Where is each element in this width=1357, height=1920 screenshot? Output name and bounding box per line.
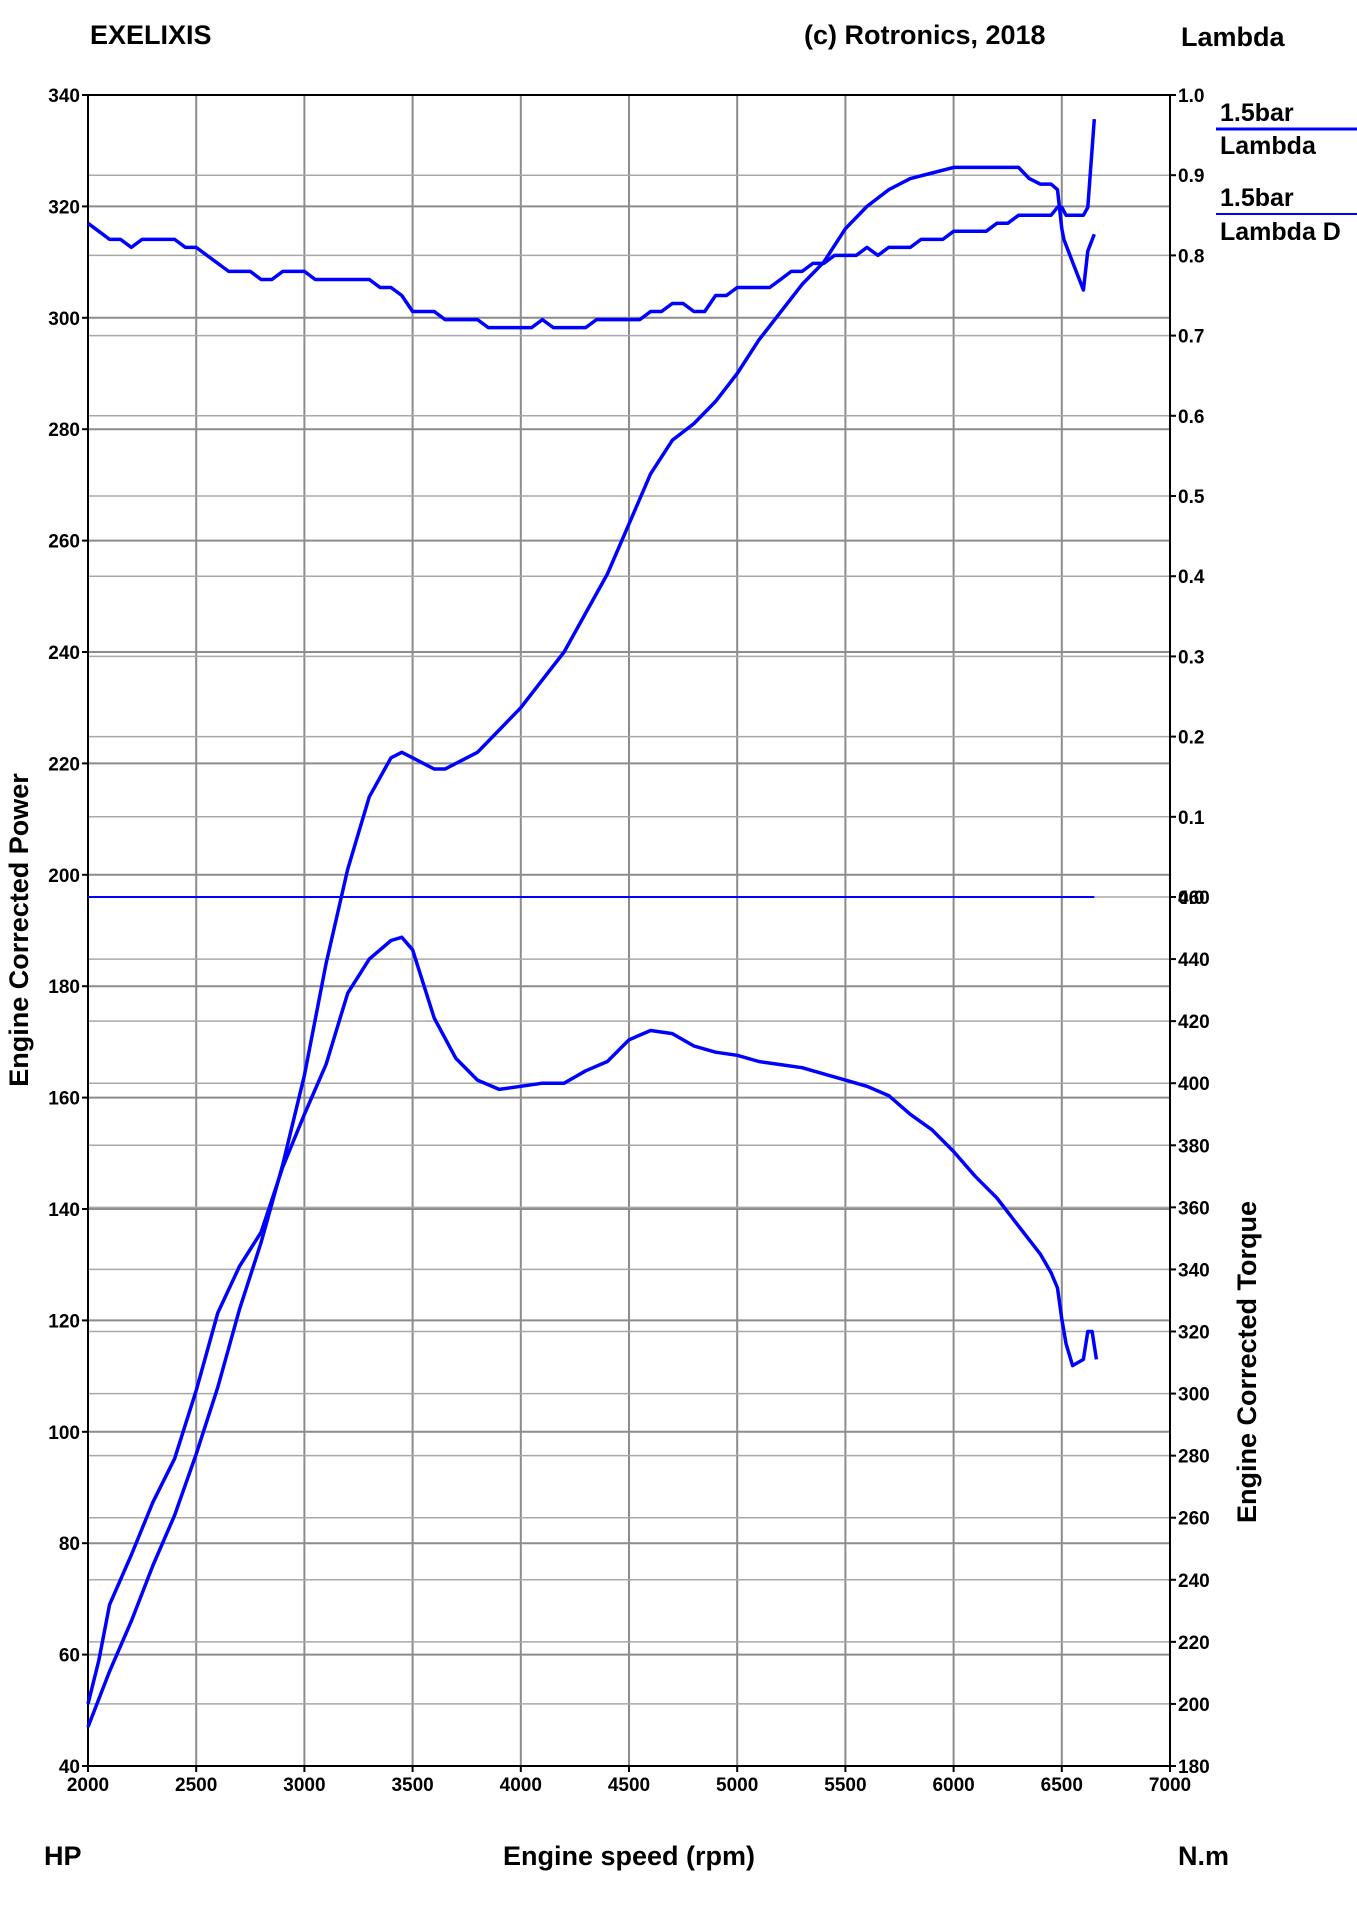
power-tick-label: 180 <box>48 977 80 998</box>
power-tick-label: 160 <box>48 1089 80 1110</box>
power-tick-label: 120 <box>48 1311 80 1332</box>
power-tick-label: 40 <box>59 1757 80 1778</box>
power-tick-label: 280 <box>48 420 80 441</box>
power-tick-label: 140 <box>48 1200 80 1221</box>
torque-tick-label: 300 <box>1178 1385 1210 1406</box>
x-tick-label: 4000 <box>500 1775 542 1796</box>
x-tick-label: 7000 <box>1149 1775 1191 1796</box>
torque-tick-label: 380 <box>1178 1136 1210 1157</box>
lambda-tick-label: 0.8 <box>1178 246 1204 267</box>
footer-nm-unit: N.m <box>1178 1841 1229 1871</box>
torque-tick-label: 200 <box>1178 1695 1210 1716</box>
legend: 1.5bar Lambda 1.5bar Lambda D <box>1216 99 1357 246</box>
lambda-tick-label: 0.7 <box>1178 327 1204 348</box>
x-tick-label: 6500 <box>1041 1775 1083 1796</box>
power-tick-label: 100 <box>48 1423 80 1444</box>
x-tick-label: 5000 <box>716 1775 758 1796</box>
power-tick-label: 340 <box>48 86 80 107</box>
y-axis-right-label: Engine Corrected Torque <box>1232 1201 1262 1523</box>
lambda-tick-label: 0.6 <box>1178 407 1204 428</box>
header-brand: EXELIXIS <box>90 20 212 50</box>
power-tick-label: 260 <box>48 532 80 553</box>
power-tick-label: 80 <box>59 1534 80 1555</box>
x-tick-label: 3000 <box>283 1775 325 1796</box>
torque-tick-label: 340 <box>1178 1260 1210 1281</box>
torque-tick-label: 280 <box>1178 1447 1210 1468</box>
y-axis-left-label: Engine Corrected Power <box>4 773 34 1087</box>
ticks: 2000 2500 3000 3500 4000 4500 5000 5500 6000 6500… <box>48 86 1209 1796</box>
legend-item-2-line1: 1.5bar <box>1220 184 1294 212</box>
power-tick-label: 300 <box>48 309 80 330</box>
torque-tick-label: 400 <box>1178 1074 1210 1095</box>
footer-hp-unit: HP <box>44 1841 82 1871</box>
lambda-tick-label: 0.9 <box>1178 166 1204 187</box>
lambda-tick-label: 0.5 <box>1178 487 1205 508</box>
torque-tick-label: 440 <box>1178 950 1210 971</box>
series-layer <box>86 118 1099 1728</box>
legend-item-1-line1: 1.5bar <box>1220 99 1294 127</box>
power-curve <box>86 165 1096 1728</box>
grid <box>88 95 1170 1766</box>
header-copyright: (c) Rotronics, 2018 <box>804 20 1046 50</box>
lambda-tick-label: 0.2 <box>1178 728 1204 749</box>
x-tick-label: 4500 <box>608 1775 650 1796</box>
x-tick-label: 3500 <box>391 1775 433 1796</box>
torque-tick-label: 240 <box>1178 1571 1210 1592</box>
lambda-tick-label: 0.0 <box>1178 888 1204 909</box>
power-tick-label: 60 <box>59 1646 80 1667</box>
lambda-tick-label: 0.3 <box>1178 647 1204 668</box>
torque-tick-label: 420 <box>1178 1012 1210 1033</box>
torque-tick-label: 360 <box>1178 1198 1210 1219</box>
power-tick-label: 220 <box>48 754 80 775</box>
torque-tick-label: 220 <box>1178 1633 1210 1654</box>
torque-tick-label: 180 <box>1178 1757 1210 1778</box>
x-tick-label: 2000 <box>67 1775 109 1796</box>
header-lambda-label: Lambda <box>1181 22 1286 52</box>
legend-item-2-line2: Lambda D <box>1220 218 1341 246</box>
lambda-curve <box>86 118 1097 330</box>
power-tick-label: 320 <box>48 197 80 218</box>
torque-tick-label: 460 <box>1178 888 1210 909</box>
torque-curve <box>86 935 1099 1705</box>
lambda-tick-label: 0.4 <box>1178 567 1205 588</box>
x-tick-label: 2500 <box>175 1775 217 1796</box>
power-tick-label: 200 <box>48 866 80 887</box>
x-tick-label: 5500 <box>824 1775 866 1796</box>
x-tick-label: 6000 <box>932 1775 974 1796</box>
torque-tick-label: 320 <box>1178 1323 1210 1344</box>
torque-tick-label: 260 <box>1178 1509 1210 1530</box>
lambda-tick-label: 0.1 <box>1178 808 1205 829</box>
power-tick-label: 240 <box>48 643 80 664</box>
x-axis-label: Engine speed (rpm) <box>503 1841 755 1871</box>
legend-item-1-line2: Lambda <box>1220 132 1317 160</box>
lambda-tick-label: 1.0 <box>1178 86 1204 107</box>
